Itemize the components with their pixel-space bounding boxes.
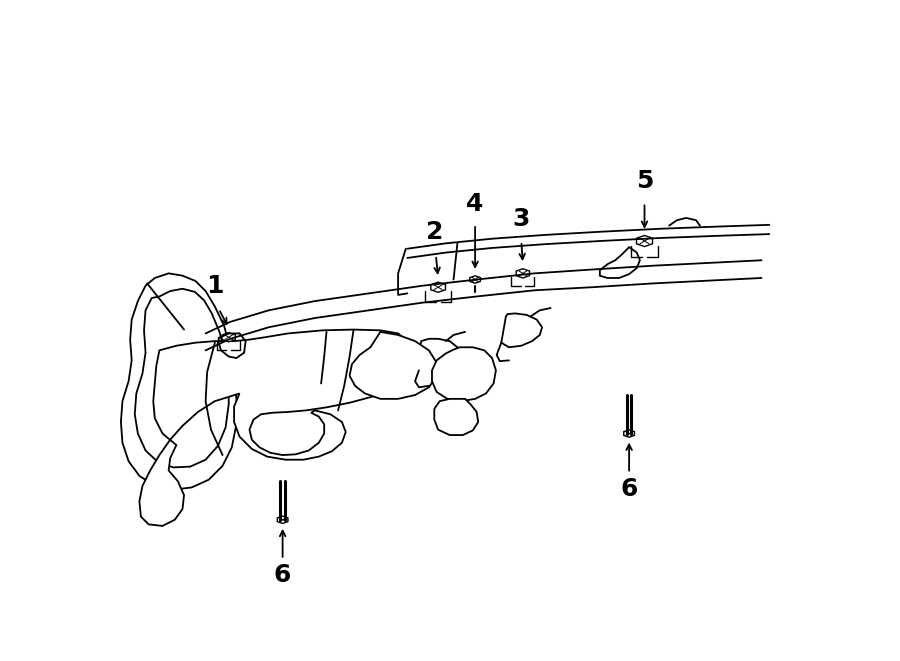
Polygon shape: [501, 313, 542, 347]
Text: 6: 6: [274, 563, 292, 587]
Polygon shape: [222, 332, 236, 342]
Text: 4: 4: [466, 192, 484, 216]
Polygon shape: [140, 330, 413, 526]
Polygon shape: [470, 276, 481, 283]
Text: 5: 5: [635, 169, 653, 193]
Polygon shape: [435, 399, 478, 435]
Polygon shape: [121, 274, 237, 490]
Polygon shape: [431, 282, 446, 292]
Polygon shape: [624, 430, 634, 437]
Text: 1: 1: [206, 274, 223, 297]
Polygon shape: [599, 247, 640, 278]
Circle shape: [263, 349, 309, 395]
Polygon shape: [349, 332, 436, 399]
Polygon shape: [432, 347, 496, 401]
Polygon shape: [135, 289, 229, 467]
Circle shape: [254, 340, 318, 405]
Polygon shape: [517, 269, 529, 278]
Text: 2: 2: [426, 219, 443, 244]
Text: 6: 6: [620, 477, 638, 501]
Polygon shape: [277, 516, 288, 524]
Polygon shape: [415, 339, 461, 373]
Text: 3: 3: [513, 208, 530, 231]
Polygon shape: [636, 235, 652, 247]
